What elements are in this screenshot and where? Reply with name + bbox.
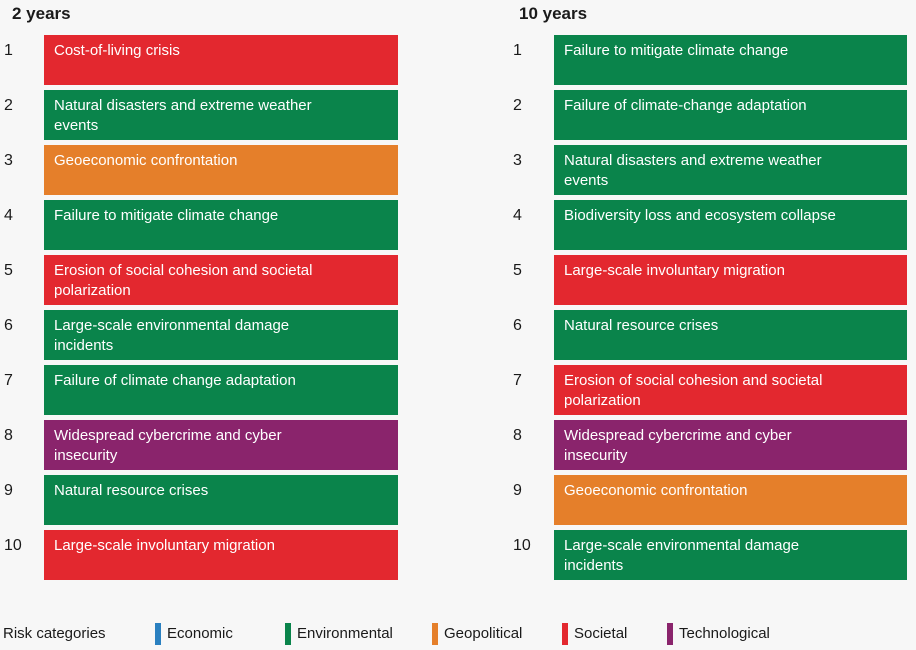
legend-swatch	[285, 623, 291, 645]
risk-bar: Natural resource crises	[44, 475, 398, 525]
risk-rank: 3	[513, 152, 522, 169]
risk-label: Natural disasters and extreme weather ev…	[564, 152, 822, 189]
risk-bar: Failure of climate-change adaptation	[554, 90, 907, 140]
risk-rank: 10	[4, 537, 22, 554]
risk-label: Large-scale environmental damage inciden…	[54, 317, 290, 354]
risk-rank: 3	[4, 152, 13, 169]
risk-bar: Natural resource crises	[554, 310, 907, 360]
risk-label: Large-scale involuntary migration	[54, 537, 275, 554]
risk-rank: 2	[513, 97, 522, 114]
risk-rank: 8	[513, 427, 522, 444]
risk-rank: 7	[513, 372, 522, 389]
legend-label: Environmental	[297, 625, 393, 642]
legend-label: Economic	[167, 625, 233, 642]
risk-label: Widespread cybercrime and cyber insecuri…	[54, 427, 282, 464]
legend-swatch	[667, 623, 673, 645]
risk-bar: Large-scale environmental damage inciden…	[554, 530, 907, 580]
risk-label: Biodiversity loss and ecosystem collapse	[564, 207, 836, 224]
risk-bar: Large-scale involuntary migration	[554, 255, 907, 305]
legend-swatch	[155, 623, 161, 645]
risk-rank: 5	[513, 262, 522, 279]
legend-title: Risk categories	[3, 625, 106, 642]
risk-rank: 1	[4, 42, 13, 59]
risk-rank: 7	[4, 372, 13, 389]
risk-rank: 1	[513, 42, 522, 59]
legend-swatch	[432, 623, 438, 645]
risk-label: Failure to mitigate climate change	[564, 42, 789, 59]
risk-rank: 6	[4, 317, 13, 334]
risk-rank: 9	[513, 482, 522, 499]
risk-bar: Failure of climate change adaptation	[44, 365, 398, 415]
risk-rank: 9	[4, 482, 13, 499]
risk-label: Failure to mitigate climate change	[54, 207, 279, 224]
risk-rank: 10	[513, 537, 531, 554]
risk-bar: Erosion of social cohesion and societal …	[44, 255, 398, 305]
risk-rank: 4	[513, 207, 522, 224]
risk-rank: 6	[513, 317, 522, 334]
risk-label: Erosion of social cohesion and societal …	[54, 262, 313, 299]
risk-bar: Erosion of social cohesion and societal …	[554, 365, 907, 415]
risk-label: Geoeconomic confrontation	[564, 482, 748, 499]
risk-label: Geoeconomic confrontation	[54, 152, 238, 169]
risk-label: Widespread cybercrime and cyber insecuri…	[564, 427, 792, 464]
risk-bar: Large-scale involuntary migration	[44, 530, 398, 580]
risk-label: Large-scale environmental damage inciden…	[564, 537, 800, 574]
risk-bar: Large-scale environmental damage inciden…	[44, 310, 398, 360]
risk-bar: Widespread cybercrime and cyber insecuri…	[554, 420, 907, 470]
legend: Risk categories Economic Environmental Geo…	[0, 622, 916, 646]
risk-bar: Geoeconomic confrontation	[554, 475, 907, 525]
risk-label: Natural resource crises	[564, 317, 719, 334]
legend-swatch	[562, 623, 568, 645]
risk-rank: 8	[4, 427, 13, 444]
column-title: 2 years	[12, 4, 71, 23]
risk-bar: Biodiversity loss and ecosystem collapse	[554, 200, 907, 250]
risk-label: Failure of climate-change adaptation	[564, 97, 807, 114]
column-title: 10 years	[519, 4, 588, 23]
risk-bar: Geoeconomic confrontation	[44, 145, 398, 195]
risk-label: Natural resource crises	[54, 482, 209, 499]
legend-label: Technological	[679, 625, 770, 642]
risk-bar: Failure to mitigate climate change	[554, 35, 907, 85]
risk-rank: 5	[4, 262, 13, 279]
risk-rank: 2	[4, 97, 13, 114]
risk-rank: 4	[4, 207, 13, 224]
risk-label: Large-scale involuntary migration	[564, 262, 785, 279]
risk-bar: Natural disasters and extreme weather ev…	[44, 90, 398, 140]
risk-bar: Failure to mitigate climate change	[44, 200, 398, 250]
risk-bar: Widespread cybercrime and cyber insecuri…	[44, 420, 398, 470]
risk-label: Erosion of social cohesion and societal …	[564, 372, 823, 409]
risk-bar: Natural disasters and extreme weather ev…	[554, 145, 907, 195]
risk-label: Cost-of-living crisis	[54, 42, 180, 59]
legend-label: Societal	[574, 625, 628, 642]
risk-label: Natural disasters and extreme weather ev…	[54, 97, 312, 134]
risk-bar: Cost-of-living crisis	[44, 35, 398, 85]
risk-label: Failure of climate change adaptation	[54, 372, 296, 389]
legend-label: Geopolitical	[444, 625, 523, 642]
